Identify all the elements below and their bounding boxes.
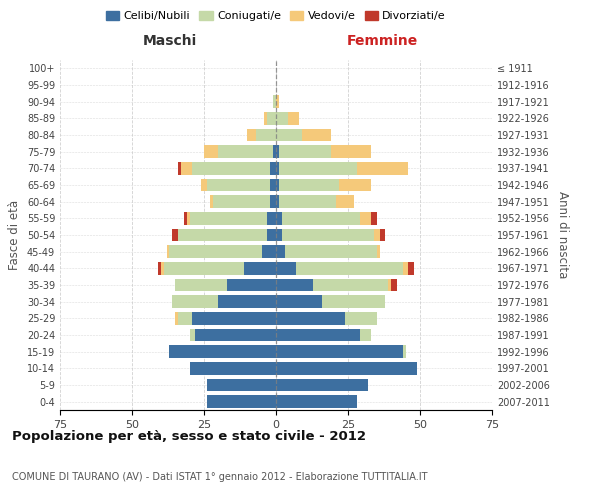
Bar <box>276 179 279 192</box>
Bar <box>391 279 397 291</box>
Bar <box>287 112 299 124</box>
Bar <box>172 229 178 241</box>
Bar <box>276 112 287 124</box>
Bar <box>276 129 302 141</box>
Bar <box>169 246 262 258</box>
Bar <box>212 196 270 208</box>
Bar <box>403 346 406 358</box>
Bar <box>284 246 377 258</box>
Bar <box>313 279 388 291</box>
Bar <box>337 196 354 208</box>
Bar <box>388 279 391 291</box>
Bar <box>273 146 276 158</box>
Bar <box>268 112 276 124</box>
Bar <box>276 96 279 108</box>
Bar <box>345 312 377 324</box>
Bar <box>276 162 279 174</box>
Bar <box>164 262 244 274</box>
Bar <box>276 246 284 258</box>
Bar <box>181 162 193 174</box>
Bar <box>161 262 164 274</box>
Bar <box>322 296 385 308</box>
Bar <box>296 262 403 274</box>
Bar <box>276 379 368 391</box>
Bar <box>244 262 276 274</box>
Bar <box>178 229 268 241</box>
Bar <box>227 279 276 291</box>
Bar <box>190 329 196 341</box>
Bar <box>256 129 276 141</box>
Bar <box>178 312 193 324</box>
Bar <box>377 246 380 258</box>
Bar <box>193 162 270 174</box>
Bar <box>276 196 279 208</box>
Bar <box>268 229 276 241</box>
Bar <box>207 379 276 391</box>
Bar <box>276 312 345 324</box>
Bar <box>279 162 356 174</box>
Y-axis label: Fasce di età: Fasce di età <box>8 200 21 270</box>
Bar <box>169 346 276 358</box>
Bar <box>190 362 276 374</box>
Bar <box>279 196 337 208</box>
Bar <box>247 129 256 141</box>
Bar <box>409 262 414 274</box>
Bar <box>276 329 359 341</box>
Bar <box>276 396 356 408</box>
Bar <box>276 229 282 241</box>
Y-axis label: Anni di nascita: Anni di nascita <box>556 192 569 278</box>
Bar <box>282 212 359 224</box>
Bar <box>262 246 276 258</box>
Bar <box>276 346 403 358</box>
Bar <box>218 146 273 158</box>
Bar <box>331 146 371 158</box>
Bar <box>282 229 374 241</box>
Bar <box>273 96 276 108</box>
Bar <box>175 279 227 291</box>
Bar <box>167 246 169 258</box>
Bar <box>187 212 190 224</box>
Bar <box>175 312 178 324</box>
Bar <box>207 396 276 408</box>
Text: Popolazione per età, sesso e stato civile - 2012: Popolazione per età, sesso e stato civil… <box>12 430 366 443</box>
Bar <box>268 212 276 224</box>
Bar <box>276 212 282 224</box>
Bar <box>207 179 270 192</box>
Bar <box>279 146 331 158</box>
Bar <box>210 196 212 208</box>
Bar <box>340 179 371 192</box>
Bar <box>276 146 279 158</box>
Bar <box>302 129 331 141</box>
Bar <box>356 162 409 174</box>
Bar <box>359 329 371 341</box>
Text: COMUNE DI TAURANO (AV) - Dati ISTAT 1° gennaio 2012 - Elaborazione TUTTITALIA.IT: COMUNE DI TAURANO (AV) - Dati ISTAT 1° g… <box>12 472 427 482</box>
Bar <box>178 162 181 174</box>
Bar <box>172 296 218 308</box>
Bar <box>218 296 276 308</box>
Bar <box>184 212 187 224</box>
Bar <box>270 196 276 208</box>
Bar <box>276 279 313 291</box>
Bar <box>270 179 276 192</box>
Bar <box>276 262 296 274</box>
Bar <box>270 162 276 174</box>
Legend: Celibi/Nubili, Coniugati/e, Vedovi/e, Divorziati/e: Celibi/Nubili, Coniugati/e, Vedovi/e, Di… <box>101 6 451 25</box>
Bar <box>201 179 207 192</box>
Bar <box>276 362 417 374</box>
Bar <box>279 179 340 192</box>
Text: Femmine: Femmine <box>347 34 418 48</box>
Text: Maschi: Maschi <box>142 34 197 48</box>
Bar <box>204 146 218 158</box>
Bar <box>380 229 385 241</box>
Bar <box>371 212 377 224</box>
Bar <box>374 229 380 241</box>
Bar <box>276 296 322 308</box>
Bar <box>158 262 161 274</box>
Bar <box>403 262 409 274</box>
Bar <box>193 312 276 324</box>
Bar <box>196 329 276 341</box>
Bar <box>265 112 268 124</box>
Bar <box>190 212 268 224</box>
Bar <box>359 212 371 224</box>
